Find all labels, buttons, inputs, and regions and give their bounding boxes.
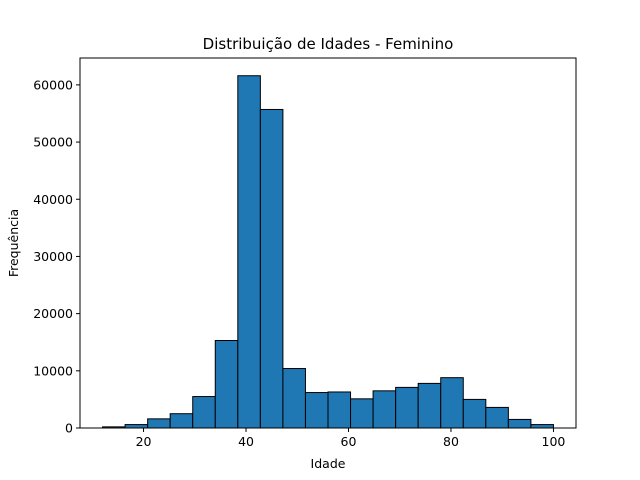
- histogram-bar-16: [462, 398, 487, 429]
- y-tick-label: 0: [65, 421, 73, 436]
- histogram-bar-5: [214, 340, 239, 429]
- bars-group: [102, 75, 554, 429]
- y-axis: 0 10000 20000 30000 40000 50000 60000: [33, 77, 80, 436]
- x-tick-label: 80: [443, 434, 459, 449]
- plot-frame: [79, 57, 577, 429]
- x-axis: 20 40 60 80 100: [136, 428, 566, 449]
- y-tick-label: 60000: [33, 77, 73, 92]
- histogram-bar-10: [327, 391, 352, 429]
- histogram-bar-11: [350, 398, 374, 429]
- y-tick-label: 40000: [33, 192, 73, 207]
- y-tick-label: 30000: [33, 249, 73, 264]
- histogram-bar-1: [124, 424, 149, 429]
- histogram-bar-4: [192, 396, 216, 429]
- x-tick-label: 40: [238, 434, 254, 449]
- histogram-bar-12: [372, 390, 397, 429]
- histogram-bar-7: [259, 108, 284, 429]
- y-axis-label: Frequência: [6, 209, 21, 277]
- x-axis-label: Idade: [311, 456, 346, 471]
- histogram-bar-14: [417, 382, 442, 429]
- histogram-bar-2: [147, 418, 171, 429]
- x-tick-label: 100: [542, 434, 566, 449]
- histogram-bar-9: [304, 392, 329, 429]
- histogram-bar-8: [282, 368, 306, 429]
- histogram-bar-6: [237, 75, 261, 429]
- histogram-bar-18: [507, 418, 532, 429]
- y-tick-label: 20000: [33, 306, 73, 321]
- histogram-bar-13: [395, 386, 419, 429]
- x-tick-label: 60: [341, 434, 357, 449]
- x-tick-label: 20: [136, 434, 152, 449]
- histogram-bar-19: [530, 424, 554, 429]
- histogram-bar-3: [169, 413, 194, 429]
- y-tick-label: 10000: [33, 363, 73, 378]
- histogram-bar-17: [485, 406, 509, 429]
- chart-title: Distribuição de Idades - Feminino: [203, 35, 454, 53]
- y-tick-label: 50000: [33, 135, 73, 150]
- histogram-bar-15: [440, 377, 464, 429]
